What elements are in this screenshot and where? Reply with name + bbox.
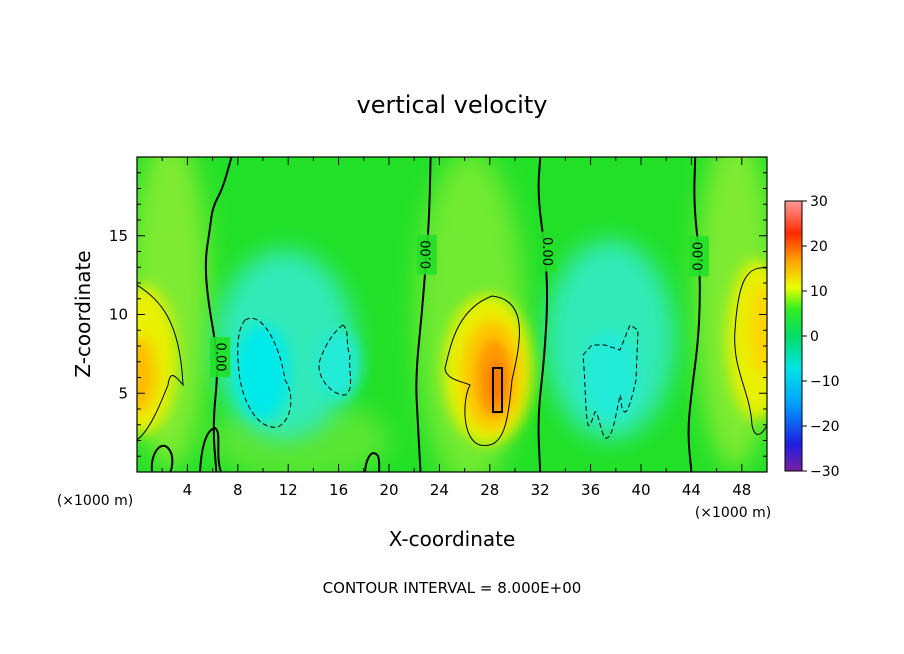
colorbar-label: −10 <box>810 374 840 390</box>
y-tick-label: 10 <box>109 306 128 324</box>
x-tick-labels: 4 8 12 16 20 24 28 32 36 40 44 48 <box>183 481 752 499</box>
zero-contour-label-1: 0.00 <box>213 343 228 372</box>
downdraft-cores <box>234 324 638 420</box>
x-tick-label: 20 <box>379 481 398 499</box>
x-tick-label: 24 <box>430 481 449 499</box>
zero-label-bg-4 <box>688 236 709 277</box>
x-tick-label: 48 <box>732 481 751 499</box>
colorbar-label: −20 <box>810 419 840 435</box>
x-axis-unit-left: (×1000 m) <box>57 493 133 509</box>
contour-interval-note: CONTOUR INTERVAL = 8.000E+00 <box>323 579 582 597</box>
colorbar-label: 20 <box>810 239 828 255</box>
zero-contour-label-4: 0.00 <box>691 242 706 271</box>
zero-contour-line-3 <box>537 157 549 472</box>
colorbar-label: −30 <box>810 464 840 480</box>
x-tick-label: 40 <box>631 481 650 499</box>
colorbar-label: 10 <box>810 284 828 300</box>
x-tick-label: 44 <box>682 481 701 499</box>
zero-label-bg-3 <box>536 231 557 272</box>
zero-contour-line-4 <box>687 157 701 472</box>
colorbar-labels: 30 20 10 0 −10 −20 −30 <box>810 194 840 480</box>
zero-contour-line-2 <box>415 157 432 472</box>
heatmap-field: 0.00 0.00 0.00 0.00 <box>137 157 767 472</box>
x-axis-unit-right: (×1000 m) <box>695 505 771 521</box>
zero-contour-label-3: 0.00 <box>539 237 554 266</box>
updraft-right <box>727 260 767 420</box>
x-tick-label: 4 <box>183 481 193 499</box>
x-tick-label: 36 <box>581 481 600 499</box>
x-tick-label: 32 <box>531 481 550 499</box>
zero-contours <box>204 157 701 472</box>
colorbar-label: 0 <box>810 329 819 345</box>
axis-ticks <box>137 157 767 472</box>
y-axis-title: Z-coordinate <box>71 250 95 377</box>
x-tick-label: 16 <box>329 481 348 499</box>
x-tick-label: 8 <box>233 481 243 499</box>
y-tick-label: 5 <box>118 384 128 402</box>
zero-contour-label-2: 0.00 <box>419 240 434 269</box>
zero-label-bg-2 <box>416 234 437 275</box>
zero-contour-labels: 0.00 0.00 0.00 0.00 <box>210 231 709 378</box>
zero-label-bg-1 <box>210 337 231 378</box>
x-tick-label: 28 <box>480 481 499 499</box>
chart-title: vertical velocity <box>357 91 548 119</box>
x-axis-title: X-coordinate <box>389 527 516 551</box>
x-tick-label: 12 <box>279 481 298 499</box>
y-tick-label: 15 <box>109 227 128 245</box>
colorbar <box>784 200 803 472</box>
updraft-left <box>137 285 177 435</box>
negative-contours <box>237 317 639 439</box>
zero-contour-line-1 <box>204 157 233 472</box>
y-tick-labels: 5 10 15 <box>109 227 128 403</box>
colorbar-label: 30 <box>810 194 828 210</box>
positive-contours <box>137 267 767 472</box>
colorbar-ticks <box>802 200 807 472</box>
